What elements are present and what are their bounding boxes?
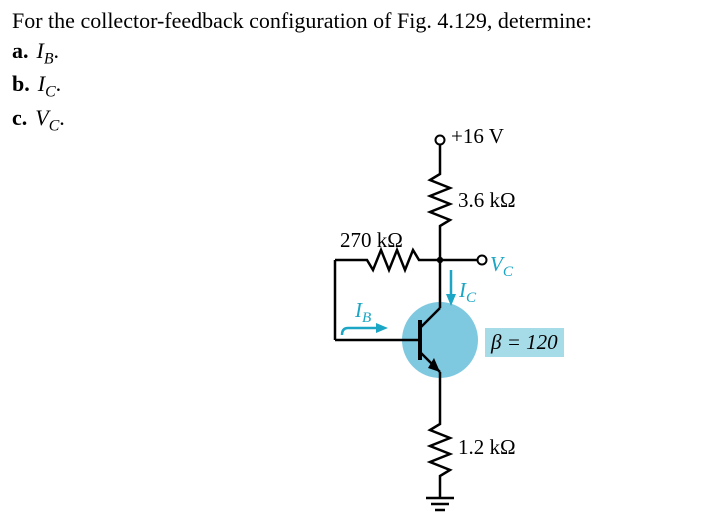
resistor-rb-icon <box>335 250 425 270</box>
ib-arrow-head-icon <box>376 323 388 333</box>
item-sym-c: V <box>35 105 48 130</box>
item-sub-b: C <box>45 84 56 101</box>
item-sub-c: C <box>49 118 60 135</box>
re-label: 1.2 kΩ <box>458 435 516 460</box>
resistor-rc-icon <box>430 168 450 238</box>
supply-node-icon <box>436 136 445 145</box>
ib-arrow-tail <box>342 328 348 335</box>
ib-sym: I <box>355 298 362 322</box>
circuit-svg <box>230 130 650 520</box>
ic-sym: I <box>459 278 466 302</box>
item-key-c: c. <box>12 105 35 130</box>
prompt-intro: For the collector-feedback configuration… <box>12 6 592 36</box>
vc-sym: V <box>490 252 503 276</box>
prompt-item-b: b.IC. <box>12 69 592 103</box>
rc-label: 3.6 kΩ <box>458 188 516 213</box>
item-key-a: a. <box>12 38 37 63</box>
rb-label: 270 kΩ <box>340 228 403 253</box>
vc-label: VC <box>490 252 513 281</box>
prompt-item-a: a.IB. <box>12 36 592 70</box>
vc-terminal-icon <box>478 256 487 265</box>
vc-sub: C <box>503 264 513 280</box>
resistor-re-icon <box>430 418 450 482</box>
item-tail-a: . <box>54 38 60 63</box>
item-tail-b: . <box>56 71 62 96</box>
ib-sub: B <box>362 310 371 326</box>
ic-sub: C <box>466 290 476 306</box>
item-sub-a: B <box>44 50 54 67</box>
item-sym-b: I <box>38 71 45 96</box>
item-tail-c: . <box>59 105 65 130</box>
problem-prompt: For the collector-feedback configuration… <box>12 6 592 137</box>
ib-label: IB <box>355 298 371 327</box>
supply-label: +16 V <box>451 124 504 149</box>
item-sym-a: I <box>37 38 44 63</box>
beta-label: β = 120 <box>485 328 564 357</box>
circuit-diagram: +16 V 3.6 kΩ 270 kΩ 1.2 kΩ VC IC IB β = … <box>230 130 650 520</box>
item-key-b: b. <box>12 71 38 96</box>
ic-label: IC <box>459 278 476 307</box>
